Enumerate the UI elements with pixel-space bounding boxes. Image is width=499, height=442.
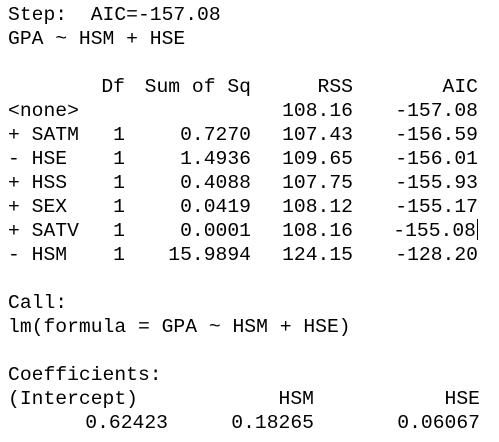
df-cell: 1 bbox=[100, 243, 125, 267]
aic-cell: -155.17 bbox=[353, 195, 478, 219]
sumsq-cell bbox=[125, 99, 251, 123]
coefficient-values-row: 0.62423 0.18265 0.06067 bbox=[8, 411, 480, 435]
aic-column-header: AIC bbox=[353, 75, 478, 99]
aic-cell: -155.93 bbox=[353, 171, 478, 195]
term-cell: - HSM bbox=[8, 243, 100, 267]
df-cell: 1 bbox=[100, 195, 125, 219]
coefficient-value-hse: 0.06067 bbox=[314, 411, 480, 435]
table-row: - HSE 1 1.4936 109.65 -156.01 bbox=[8, 147, 478, 171]
sumsq-cell: 0.4088 bbox=[125, 171, 251, 195]
term-cell: + SATM bbox=[8, 123, 100, 147]
sumsq-cell: 0.7270 bbox=[125, 123, 251, 147]
df-cell bbox=[100, 99, 125, 123]
text-cursor bbox=[477, 219, 478, 240]
blank-line bbox=[8, 51, 493, 75]
blank-line bbox=[8, 267, 493, 291]
term-column-header bbox=[8, 75, 100, 99]
sumsq-cell: 0.0001 bbox=[125, 219, 251, 243]
term-cell: + HSS bbox=[8, 171, 100, 195]
table-row: - HSM 1 15.9894 124.15 -128.20 bbox=[8, 243, 478, 267]
r-console-output: Step: AIC=-157.08 GPA ~ HSM + HSE Df Sum… bbox=[8, 3, 493, 435]
coefficients-table: (Intercept) HSM HSE 0.62423 0.18265 0.06… bbox=[8, 387, 480, 435]
aic-cell: -157.08 bbox=[353, 99, 478, 123]
rss-cell: 108.16 bbox=[251, 99, 353, 123]
table-row: + SEX 1 0.0419 108.12 -155.17 bbox=[8, 195, 478, 219]
aic-cell: -155.08 bbox=[353, 219, 478, 243]
rss-column-header: RSS bbox=[251, 75, 353, 99]
df-cell: 1 bbox=[100, 171, 125, 195]
table-row: + HSS 1 0.4088 107.75 -155.93 bbox=[8, 171, 478, 195]
table-row: <none> 108.16 -157.08 bbox=[8, 99, 478, 123]
df-column-header: Df bbox=[100, 75, 125, 99]
aic-cell: -156.01 bbox=[353, 147, 478, 171]
aic-cell: -156.59 bbox=[353, 123, 478, 147]
table-row: + SATV 1 0.0001 108.16 -155.08 bbox=[8, 219, 478, 243]
rss-cell: 124.15 bbox=[251, 243, 353, 267]
coefficients-label: Coefficients: bbox=[8, 363, 493, 387]
coefficient-names-row: (Intercept) HSM HSE bbox=[8, 387, 480, 411]
rss-cell: 108.16 bbox=[251, 219, 353, 243]
step-aic-line: Step: AIC=-157.08 bbox=[8, 3, 493, 27]
coefficient-name-hsm: HSM bbox=[168, 387, 314, 411]
model-formula-line: GPA ~ HSM + HSE bbox=[8, 27, 493, 51]
coefficient-value-hsm: 0.18265 bbox=[168, 411, 314, 435]
sumsq-cell: 1.4936 bbox=[125, 147, 251, 171]
term-cell: + SEX bbox=[8, 195, 100, 219]
call-label: Call: bbox=[8, 291, 493, 315]
sum-of-sq-column-header: Sum of Sq bbox=[125, 75, 251, 99]
df-cell: 1 bbox=[100, 123, 125, 147]
rss-cell: 107.75 bbox=[251, 171, 353, 195]
sumsq-cell: 15.9894 bbox=[125, 243, 251, 267]
table-header-row: Df Sum of Sq RSS AIC bbox=[8, 75, 478, 99]
coefficient-value-intercept: 0.62423 bbox=[8, 411, 168, 435]
aic-cell: -128.20 bbox=[353, 243, 478, 267]
coefficient-name-hse: HSE bbox=[314, 387, 480, 411]
rss-cell: 109.65 bbox=[251, 147, 353, 171]
df-cell: 1 bbox=[100, 219, 125, 243]
aic-value: -155.08 bbox=[393, 220, 476, 242]
rss-cell: 107.43 bbox=[251, 123, 353, 147]
term-cell: <none> bbox=[8, 99, 100, 123]
rss-cell: 108.12 bbox=[251, 195, 353, 219]
blank-line bbox=[8, 339, 493, 363]
term-cell: + SATV bbox=[8, 219, 100, 243]
stepwise-anova-table: Df Sum of Sq RSS AIC <none> 108.16 -157.… bbox=[8, 75, 478, 267]
df-cell: 1 bbox=[100, 147, 125, 171]
table-row: + SATM 1 0.7270 107.43 -156.59 bbox=[8, 123, 478, 147]
term-cell: - HSE bbox=[8, 147, 100, 171]
sumsq-cell: 0.0419 bbox=[125, 195, 251, 219]
coefficient-name-intercept: (Intercept) bbox=[8, 387, 168, 411]
call-formula: lm(formula = GPA ~ HSM + HSE) bbox=[8, 315, 493, 339]
